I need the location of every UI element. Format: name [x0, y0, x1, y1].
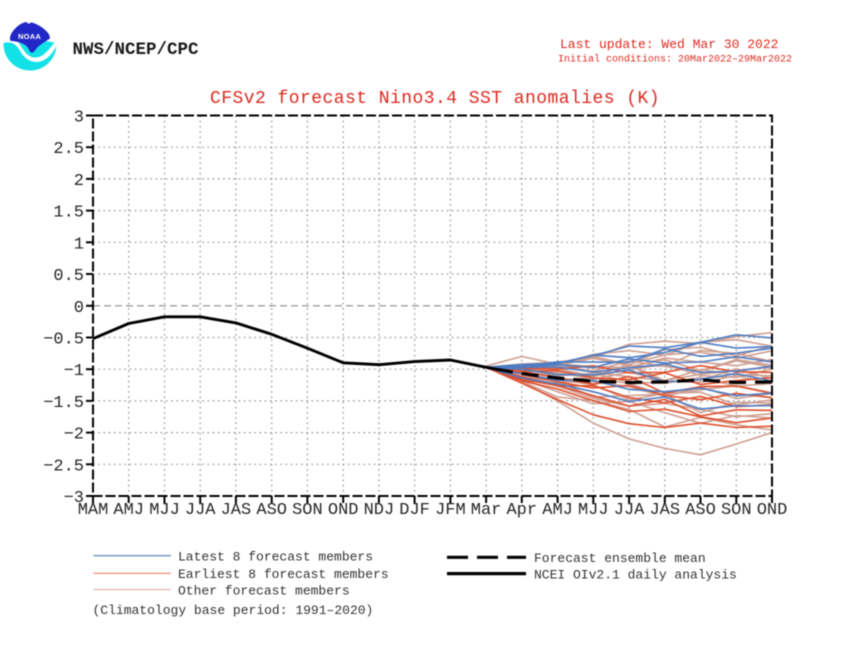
svg-text:(Climatology base period: 1991: (Climatology base period: 1991–2020)	[93, 603, 374, 618]
svg-text:MJJ: MJJ	[149, 501, 180, 520]
svg-text:JFM: JFM	[435, 501, 466, 520]
svg-text:JJA: JJA	[185, 501, 216, 520]
svg-text:0.5: 0.5	[53, 267, 84, 286]
svg-text:−3: −3	[64, 489, 84, 508]
svg-text:1: 1	[74, 235, 84, 254]
svg-text:CFSv2 forecast Nino3.4 SST ano: CFSv2 forecast Nino3.4 SST anomalies (K)	[210, 89, 660, 109]
svg-text:−2: −2	[64, 426, 84, 445]
svg-text:0: 0	[74, 299, 84, 318]
svg-text:−1: −1	[64, 362, 84, 381]
svg-text:Forecast ensemble mean: Forecast ensemble mean	[534, 551, 706, 566]
svg-text:NOAA: NOAA	[18, 32, 41, 41]
svg-text:ASO: ASO	[256, 501, 287, 520]
svg-text:JJA: JJA	[614, 501, 645, 520]
svg-text:−0.5: −0.5	[43, 331, 84, 350]
svg-text:Apr: Apr	[506, 501, 537, 520]
svg-text:NDJ: NDJ	[364, 501, 395, 520]
svg-text:AMJ: AMJ	[113, 501, 144, 520]
svg-text:ASO: ASO	[685, 501, 716, 520]
svg-text:−1.5: −1.5	[43, 394, 84, 413]
svg-text:OND: OND	[757, 501, 788, 520]
svg-text:JAS: JAS	[221, 501, 252, 520]
svg-text:Latest 8 forecast members: Latest 8 forecast members	[178, 550, 373, 565]
svg-text:−2.5: −2.5	[43, 457, 84, 476]
svg-text:DJF: DJF	[399, 501, 430, 520]
svg-text:Mar: Mar	[471, 501, 502, 520]
svg-text:2.5: 2.5	[53, 140, 84, 159]
svg-text:Other forecast members: Other forecast members	[178, 584, 350, 599]
svg-text:MJJ: MJJ	[578, 501, 609, 520]
svg-text:SON: SON	[721, 501, 752, 520]
svg-text:NCEI OIv2.1 daily analysis: NCEI OIv2.1 daily analysis	[534, 568, 737, 583]
svg-text:NWS/NCEP/CPC: NWS/NCEP/CPC	[73, 40, 200, 60]
svg-text:1.5: 1.5	[53, 204, 84, 223]
svg-text:2: 2	[74, 172, 84, 191]
svg-text:3: 3	[74, 109, 84, 128]
svg-text:JAS: JAS	[649, 501, 680, 520]
svg-text:OND: OND	[328, 501, 359, 520]
svg-text:MAM: MAM	[78, 501, 109, 520]
svg-text:Last update: Wed Mar 30 2022: Last update: Wed Mar 30 2022	[560, 37, 778, 52]
svg-text:SON: SON	[292, 501, 323, 520]
svg-text:Initial conditions: 20Mar2022–: Initial conditions: 20Mar2022–29Mar2022	[558, 54, 792, 66]
svg-text:Earliest 8 forecast members: Earliest 8 forecast members	[178, 567, 389, 582]
svg-text:AMJ: AMJ	[542, 501, 573, 520]
